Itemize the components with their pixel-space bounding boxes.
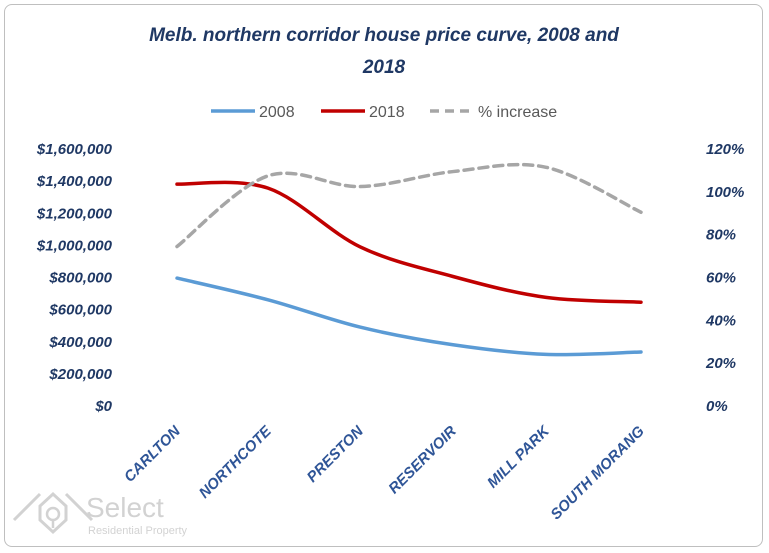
series-lines	[175, 162, 643, 357]
right-axis-tick-label: 80%	[706, 227, 736, 244]
series-line-2018	[175, 180, 643, 304]
legend-label: % increase	[478, 104, 557, 121]
series-line-2008	[175, 276, 643, 357]
category-label: RESERVOIR	[385, 423, 460, 498]
right-axis-tick-label: 0%	[706, 398, 728, 415]
left-axis-tick-label: $800,000	[48, 270, 112, 287]
legend-label: 2018	[369, 104, 405, 121]
chart-title-line-2: 2018	[362, 57, 406, 78]
left-axis-tick-label: $200,000	[48, 366, 112, 383]
category-label: NORTHCOTE	[196, 422, 276, 502]
watermark-tagline: Residential Property	[88, 525, 188, 537]
legend: 2008 2018 % increase	[211, 104, 557, 121]
left-axis-tick-label: $0	[94, 398, 112, 415]
right-axis-tick-label: 20%	[705, 355, 736, 372]
right-axis-tick-label: 100%	[706, 184, 744, 201]
right-axis-tick-label: 40%	[705, 312, 736, 329]
watermark-logo: Select Residential Property	[12, 491, 188, 537]
right-axis-tick-label: 120%	[706, 141, 744, 158]
right-axis-tick-label: 60%	[706, 270, 736, 287]
category-axis-labels: CARLTON NORTHCOTE PRESTON RESERVOIR MILL PAR…	[121, 422, 648, 523]
left-axis-tick-label: $1,600,000	[36, 141, 113, 158]
chart-title: Melb. northern corridor house price curv…	[149, 25, 619, 78]
house-shield-icon	[12, 491, 94, 535]
left-axis-tick-label: $400,000	[48, 334, 112, 351]
chart-title-line-1: Melb. northern corridor house price curv…	[149, 25, 619, 46]
left-axis-tick-label: $600,000	[48, 302, 112, 319]
category-label: SOUTH MORANG	[547, 423, 648, 524]
left-axis-tick-label: $1,000,000	[36, 237, 113, 254]
left-axis-tick-label: $1,200,000	[36, 205, 113, 222]
chart-frame	[4, 4, 763, 547]
left-axis-tick-labels: $0 $200,000 $400,000 $600,000 $800,000 $1,000…	[36, 141, 113, 415]
category-label: CARLTON	[121, 422, 185, 486]
left-axis-tick-label: $1,400,000	[36, 173, 113, 190]
category-label: PRESTON	[304, 422, 368, 486]
legend-label: 2008	[259, 104, 295, 121]
watermark-brand: Select	[86, 492, 164, 523]
series-line-increase	[175, 162, 643, 249]
right-axis-tick-labels: 0% 20% 40% 60% 80% 100% 120%	[705, 141, 744, 415]
category-label: MILL PARK	[484, 422, 554, 492]
